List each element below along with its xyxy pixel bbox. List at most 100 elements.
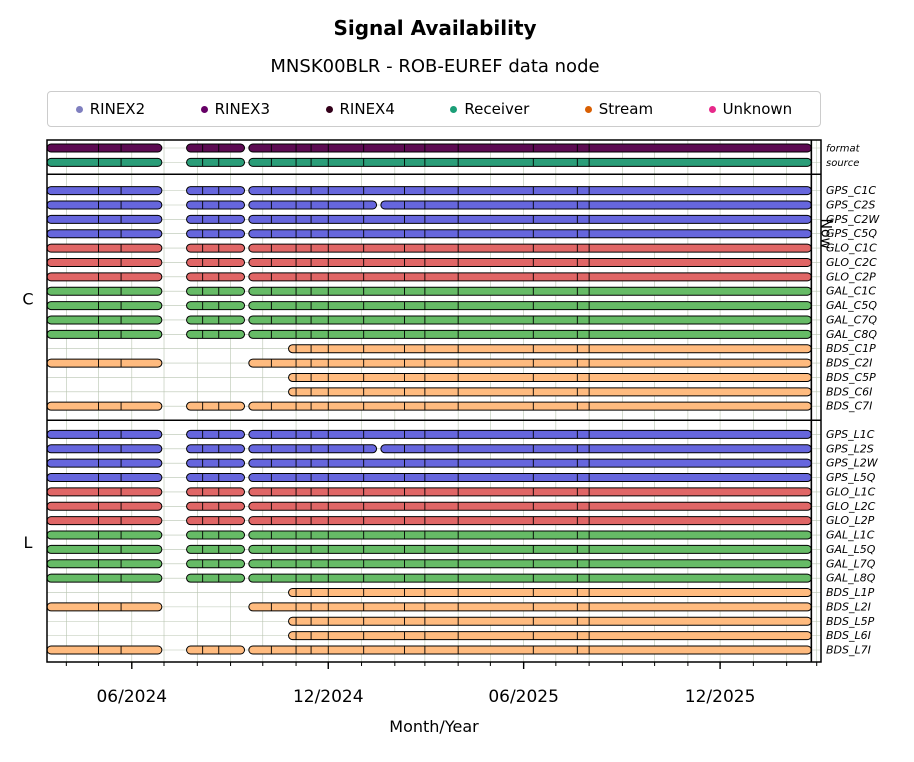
legend-item: Unknown <box>708 100 792 118</box>
availability-bar <box>186 544 246 554</box>
availability-bar <box>288 344 812 354</box>
row-label: GLO_L2P <box>826 514 875 527</box>
availability-bar <box>248 487 812 497</box>
legend-marker <box>200 105 208 113</box>
row-label: BDS_C2I <box>826 357 872 370</box>
legend-label: RINEX4 <box>339 100 395 118</box>
availability-bar <box>248 329 812 339</box>
availability-bar <box>186 530 246 540</box>
availability-bar <box>186 645 246 655</box>
availability-bar <box>248 143 812 153</box>
availability-bar <box>380 200 812 210</box>
legend-item: Receiver <box>450 100 529 118</box>
chart-subtitle: MNSK00BLR - ROB-EUREF data node <box>270 56 600 77</box>
row-label: GAL_C5Q <box>826 299 877 312</box>
availability-bar <box>248 544 812 554</box>
availability-bar <box>248 257 812 267</box>
availability-bar <box>288 631 812 641</box>
row-label: BDS_L6I <box>826 629 871 642</box>
legend-marker <box>708 105 716 113</box>
availability-bar <box>46 329 163 339</box>
section-label: L <box>24 533 33 552</box>
legend-marker <box>584 105 592 113</box>
plot-frame <box>46 139 822 663</box>
availability-bar <box>46 473 163 483</box>
x-axis-label: Month/Year <box>389 717 479 736</box>
row-label: GAL_L5Q <box>826 543 876 556</box>
availability-bar <box>186 243 246 253</box>
availability-bar <box>248 473 812 483</box>
row-label: BDS_C1P <box>826 342 876 355</box>
availability-bar <box>248 602 812 612</box>
availability-bar <box>46 272 163 282</box>
row-label: GPS_L5Q <box>826 471 876 484</box>
availability-bar <box>46 257 163 267</box>
row-label: GAL_L1C <box>826 529 875 542</box>
row-label: source <box>826 158 859 169</box>
legend-label: Stream <box>598 100 654 118</box>
row-label: GAL_C1C <box>826 285 876 298</box>
availability-bar <box>248 272 812 282</box>
availability-bar <box>248 229 812 239</box>
availability-bar <box>380 444 812 454</box>
availability-bar <box>186 229 246 239</box>
legend-marker <box>450 105 458 113</box>
row-label: GAL_L7Q <box>826 557 876 570</box>
availability-bar <box>248 358 812 368</box>
availability-bar <box>248 315 812 325</box>
availability-bar <box>46 186 163 196</box>
legend-item: RINEX4 <box>325 100 395 118</box>
row-label: GAL_C7Q <box>826 313 877 326</box>
row-label: GAL_C8Q <box>826 328 877 341</box>
availability-bar <box>46 458 163 468</box>
row-label: GLO_C1C <box>826 242 877 255</box>
row-label: GLO_L1C <box>826 485 876 498</box>
availability-bar <box>248 429 812 439</box>
x-tick-label: 06/2025 <box>488 687 559 707</box>
availability-bar <box>186 458 246 468</box>
availability-bar <box>46 229 163 239</box>
availability-bar <box>186 186 246 196</box>
availability-bar <box>46 444 163 454</box>
row-label: GPS_L2W <box>826 457 879 470</box>
availability-bar <box>46 501 163 511</box>
availability-bar <box>46 286 163 296</box>
row-label: BDS_L7I <box>826 644 871 657</box>
row-label: BDS_L5P <box>826 615 875 628</box>
availability-bar <box>186 573 246 583</box>
availability-bar <box>248 301 812 311</box>
availability-bar <box>186 559 246 569</box>
availability-bar <box>288 387 812 397</box>
availability-bar <box>248 573 812 583</box>
row-label: BDS_C5P <box>826 371 876 384</box>
row-label: GPS_C2S <box>826 198 875 211</box>
legend-item: RINEX2 <box>75 100 145 118</box>
row-label: GPS_C5Q <box>826 227 877 240</box>
availability-bar <box>186 200 246 210</box>
legend-label: RINEX3 <box>214 100 270 118</box>
availability-bar <box>248 186 812 196</box>
row-label: format <box>826 144 861 155</box>
availability-bar <box>186 272 246 282</box>
availability-bar <box>46 358 163 368</box>
legend: RINEX2 RINEX3 RINEX4 Receiver Stream Unk… <box>47 91 821 127</box>
row-label: BDS_C7I <box>826 400 872 413</box>
availability-bar <box>186 401 246 411</box>
availability-bar <box>186 429 246 439</box>
availability-bar <box>186 501 246 511</box>
availability-bar <box>186 286 246 296</box>
availability-bar <box>46 516 163 526</box>
availability-bar <box>46 559 163 569</box>
availability-bar <box>186 214 246 224</box>
availability-bar <box>248 214 812 224</box>
availability-bar <box>46 530 163 540</box>
availability-bar <box>186 444 246 454</box>
row-label: GLO_C2C <box>826 256 877 269</box>
legend-item: RINEX3 <box>200 100 270 118</box>
availability-bar <box>186 473 246 483</box>
availability-bar <box>248 157 812 167</box>
legend-item: Stream <box>584 100 654 118</box>
row-label: GPS_L1C <box>826 428 875 441</box>
availability-bar <box>46 573 163 583</box>
availability-bar <box>46 214 163 224</box>
